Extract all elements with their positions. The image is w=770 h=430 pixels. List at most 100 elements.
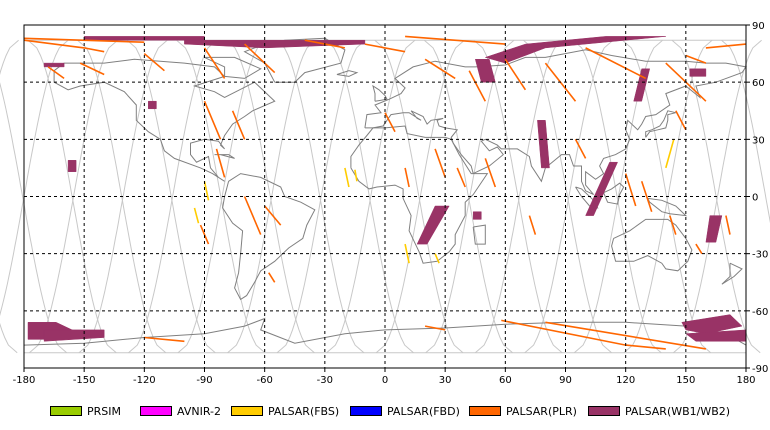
x-axis-ticks: -180 -150 -120 -90 -60 -30 0 30 60 90 120 150 180 <box>13 368 756 386</box>
swath-wb-ural <box>474 59 496 83</box>
legend-item-palsar-fbd: PALSAR(FBD) <box>350 404 460 418</box>
legend-label-palsar-fbs: PALSAR(FBS) <box>268 404 340 418</box>
orbit-track <box>721 39 770 224</box>
swath-plr-37 <box>725 215 731 235</box>
swath-plr-26 <box>404 167 410 188</box>
legend-swatch-avnir2 <box>140 406 172 416</box>
coast-japan <box>645 110 676 138</box>
x-tick-label: -30 <box>317 375 333 386</box>
swath-plr-27 <box>434 148 446 178</box>
swath-wb-solomon <box>705 215 723 243</box>
orbit-track <box>524 39 614 354</box>
y-tick-label: 30 <box>752 135 765 146</box>
swath-plr-39 <box>545 321 707 350</box>
orbit-track <box>523 39 612 354</box>
swath-plr-21 <box>243 196 262 235</box>
swath-plr-22 <box>268 272 276 283</box>
x-tick-label: 0 <box>382 375 388 386</box>
x-tick-label: -120 <box>133 375 156 386</box>
legend-label-palsar-plr: PALSAR(PLR) <box>506 404 577 418</box>
x-tick-label: 60 <box>499 375 512 386</box>
swath-wb-sumatra-band <box>585 161 618 216</box>
swath-wb-antarctic-mid <box>43 329 105 342</box>
y-tick-label: -30 <box>752 250 768 261</box>
swath-plr-6 <box>244 43 276 74</box>
swath-fbs-6 <box>434 253 440 264</box>
coast-antarctica <box>23 317 747 346</box>
swath-plr-24 <box>264 205 282 226</box>
swath-plr-19 <box>231 110 246 140</box>
coast-borneo <box>603 182 625 205</box>
orbit-track <box>276 39 366 354</box>
swath-wb-siberia-east <box>633 68 651 102</box>
swath-plr-16 <box>685 54 707 64</box>
legend-swatch-palsar-fbs <box>231 406 263 416</box>
swath-plr-34 <box>675 110 687 131</box>
swath-fbs-0 <box>203 181 210 201</box>
legend-item-palsar-plr: PALSAR(PLR) <box>469 404 577 418</box>
swath-plr-8 <box>364 43 406 53</box>
swath-plr-14 <box>585 47 647 80</box>
swath-fbs-1 <box>193 207 200 224</box>
swath-plr-10 <box>424 58 456 80</box>
legend-swatch-prsim <box>50 406 82 416</box>
orbit-track <box>572 39 662 354</box>
y-tick-label: -60 <box>752 307 768 318</box>
swath-plr-31 <box>574 138 587 159</box>
swath-plr-0 <box>23 37 145 43</box>
swath-fbs-3 <box>354 169 358 182</box>
swath-plr-28 <box>456 167 466 188</box>
x-tick-label: 30 <box>439 375 452 386</box>
orbit-track <box>0 82 68 354</box>
legend-label-palsar-fbd: PALSAR(FBD) <box>387 404 460 418</box>
x-tick-label: -90 <box>196 375 212 386</box>
legend-swatch-palsar-plr <box>469 406 501 416</box>
legend-swatch-palsar-wb <box>588 406 620 416</box>
swath-plr-36 <box>695 243 703 255</box>
swath-wb-pacific <box>67 160 77 172</box>
swath-plr-40 <box>424 325 446 331</box>
legend-item-prsim: PRSIM <box>50 404 121 418</box>
swath-plr-35 <box>669 215 677 235</box>
swath-plr-3 <box>79 62 105 76</box>
coastlines <box>23 37 747 346</box>
swath-plr-25 <box>384 112 396 133</box>
orbit-track <box>374 39 464 354</box>
swath-plr-4 <box>143 52 165 72</box>
swath-plr-30 <box>528 215 537 235</box>
y-tick-label: 90 <box>752 21 765 32</box>
swath-wb-antarctic-east <box>681 314 743 334</box>
swath-wb-africa-east <box>472 211 482 220</box>
coast-south-america <box>222 173 316 301</box>
swath-wb-india <box>537 120 550 169</box>
orbit-track <box>0 39 19 75</box>
x-tick-label: 180 <box>736 375 755 386</box>
y-axis-ticks: 90 60 30 0 -30 -60 -90 <box>746 21 768 375</box>
legend-swatch-palsar-fbd <box>350 406 382 416</box>
orbit-track <box>176 39 266 354</box>
swath-plr-20 <box>215 148 226 178</box>
coast-australia <box>611 218 693 272</box>
coast-eurasia <box>364 49 747 196</box>
swath-plr-12 <box>504 58 527 91</box>
legend-item-palsar-wb: PALSAR(WB1/WB2) <box>588 404 730 418</box>
swath-plr-33 <box>640 181 653 212</box>
swath-fbs-5 <box>665 139 675 169</box>
x-tick-label: 120 <box>616 375 635 386</box>
x-tick-label: -60 <box>256 375 272 386</box>
legend-label-palsar-wb: PALSAR(WB1/WB2) <box>625 404 731 418</box>
swath-plr-11 <box>468 70 487 102</box>
orbit-track <box>78 39 168 354</box>
x-tick-label: 150 <box>676 375 695 386</box>
swath-wb-arctic-canada <box>184 39 366 49</box>
orbit-track <box>126 39 216 354</box>
swath-plr-32 <box>624 173 637 207</box>
swath-plr-2 <box>47 66 65 80</box>
y-tick-label: 0 <box>752 193 758 204</box>
coast-uk <box>372 84 388 102</box>
legend-label-avnir2: AVNIR-2 <box>177 404 221 418</box>
graticule <box>24 25 746 368</box>
orbit-track <box>326 39 416 354</box>
swath-wb-alaska <box>43 62 65 68</box>
swath-wb-kamchatka <box>689 68 707 77</box>
